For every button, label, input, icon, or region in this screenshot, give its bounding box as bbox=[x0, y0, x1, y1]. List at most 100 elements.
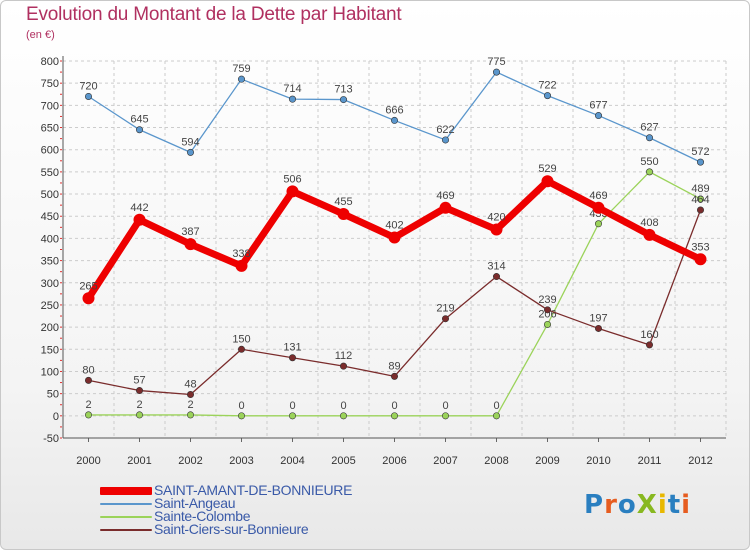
data-point bbox=[339, 412, 347, 420]
data-point bbox=[238, 412, 246, 420]
proxiti-logo: ProXiti bbox=[584, 490, 691, 520]
legend-label: Saint-Angeau bbox=[154, 495, 236, 511]
data-point bbox=[541, 175, 554, 188]
data-point bbox=[696, 206, 704, 214]
data-point bbox=[85, 92, 93, 100]
y-tick-label: 500 bbox=[41, 189, 59, 201]
data-label: 759 bbox=[232, 63, 250, 75]
data-point bbox=[543, 306, 551, 314]
logo-letter: r bbox=[604, 490, 618, 520]
data-label: 550 bbox=[640, 156, 658, 168]
data-label: 112 bbox=[335, 350, 353, 362]
y-tick-label: 700 bbox=[41, 100, 59, 112]
data-label: 387 bbox=[181, 226, 199, 238]
x-tick-label: 2003 bbox=[229, 455, 253, 467]
legend-swatch bbox=[100, 503, 152, 505]
legend-label: Saint-Ciers-sur-Bonnieure bbox=[154, 521, 309, 537]
legend-swatch bbox=[100, 487, 152, 495]
data-label: 0 bbox=[340, 400, 346, 412]
x-tick-label: 2007 bbox=[433, 455, 457, 467]
x-tick-label: 2002 bbox=[178, 455, 202, 467]
y-tick-label: 350 bbox=[41, 256, 59, 268]
x-tick-label: 2012 bbox=[688, 455, 712, 467]
data-point bbox=[643, 228, 656, 241]
data-point bbox=[441, 315, 449, 323]
data-point bbox=[645, 341, 653, 349]
data-label: 775 bbox=[487, 56, 505, 68]
data-label: 442 bbox=[130, 202, 148, 214]
chart-subtitle: (en €) bbox=[26, 29, 55, 41]
data-point bbox=[390, 116, 398, 124]
y-tick-label: 150 bbox=[41, 344, 59, 356]
data-point bbox=[136, 126, 144, 134]
data-point bbox=[594, 112, 602, 120]
data-label: 197 bbox=[589, 312, 607, 324]
data-point bbox=[136, 411, 144, 419]
data-label: 239 bbox=[538, 294, 556, 306]
data-label: 89 bbox=[388, 360, 400, 372]
chart-title: Evolution du Montant de la Dette par Hab… bbox=[26, 4, 402, 25]
data-point bbox=[441, 412, 449, 420]
data-point bbox=[390, 412, 398, 420]
legend-swatch bbox=[100, 529, 152, 531]
data-label: 408 bbox=[640, 217, 658, 229]
data-label: 469 bbox=[436, 190, 454, 202]
data-point bbox=[339, 362, 347, 370]
data-label: 645 bbox=[130, 114, 148, 126]
data-label: 353 bbox=[691, 241, 709, 253]
y-tick-label: 200 bbox=[41, 322, 59, 334]
logo-letter: t bbox=[667, 490, 682, 520]
data-label: 265 bbox=[79, 280, 97, 292]
data-label: 594 bbox=[181, 136, 199, 148]
x-tick-label: 2006 bbox=[382, 455, 406, 467]
data-label: 0 bbox=[238, 400, 244, 412]
data-point bbox=[439, 201, 452, 214]
data-label: 469 bbox=[589, 190, 607, 202]
data-label: 622 bbox=[436, 124, 454, 136]
data-label: 48 bbox=[184, 379, 196, 391]
x-tick-label: 2001 bbox=[127, 455, 151, 467]
data-point bbox=[184, 238, 197, 251]
y-tick-label: 750 bbox=[41, 78, 59, 90]
logo-letter: P bbox=[584, 490, 605, 520]
y-tick-label: 100 bbox=[41, 366, 59, 378]
data-label: 666 bbox=[385, 104, 403, 116]
data-label: 0 bbox=[289, 400, 295, 412]
data-label: 314 bbox=[487, 261, 505, 273]
data-label: 0 bbox=[493, 400, 499, 412]
logo-letter: o bbox=[617, 490, 637, 520]
data-label: 0 bbox=[391, 400, 397, 412]
data-point bbox=[85, 411, 93, 419]
data-point bbox=[238, 75, 246, 83]
data-point bbox=[543, 320, 551, 328]
data-label: 464 bbox=[691, 194, 709, 206]
data-label: 131 bbox=[283, 342, 301, 354]
data-point bbox=[592, 201, 605, 214]
data-point bbox=[187, 411, 195, 419]
data-point bbox=[235, 259, 248, 272]
x-tick-label: 2000 bbox=[76, 455, 100, 467]
data-point bbox=[594, 324, 602, 332]
data-point bbox=[390, 372, 398, 380]
data-point bbox=[286, 185, 299, 198]
data-point bbox=[645, 168, 653, 176]
data-point bbox=[388, 231, 401, 244]
data-label: 627 bbox=[640, 122, 658, 134]
data-label: 714 bbox=[283, 83, 301, 95]
data-point bbox=[337, 208, 350, 221]
x-tick-label: 2005 bbox=[331, 455, 355, 467]
data-label: 2 bbox=[85, 399, 91, 411]
x-tick-label: 2008 bbox=[484, 455, 508, 467]
data-point bbox=[238, 345, 246, 353]
y-tick-label: 450 bbox=[41, 211, 59, 223]
data-point bbox=[133, 213, 146, 226]
data-point bbox=[82, 292, 95, 305]
data-point bbox=[136, 387, 144, 395]
data-point bbox=[492, 68, 500, 76]
data-label: 506 bbox=[283, 173, 301, 185]
data-label: 455 bbox=[334, 196, 352, 208]
data-label: 219 bbox=[436, 303, 454, 315]
data-label: 160 bbox=[640, 329, 658, 341]
